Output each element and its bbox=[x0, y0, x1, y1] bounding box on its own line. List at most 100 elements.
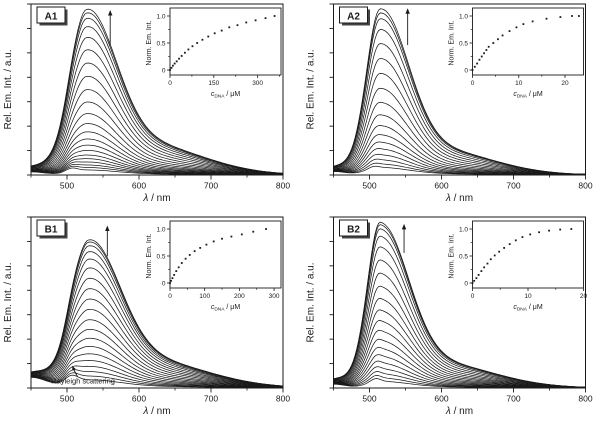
panel-label: A2 bbox=[347, 12, 360, 23]
x-axis-label: λ / nm bbox=[445, 406, 473, 417]
inset-y-axis-label: Norm. Em. Int. bbox=[449, 233, 456, 278]
inset-data-point bbox=[180, 55, 183, 57]
spectrum-curve bbox=[30, 36, 284, 174]
panel-label-box bbox=[36, 219, 66, 237]
inset-data-point bbox=[173, 274, 176, 276]
inset-data-point bbox=[205, 243, 208, 246]
x-tick-label: 800 bbox=[578, 181, 592, 191]
spectrum-curve bbox=[333, 141, 586, 175]
inset-data-point bbox=[501, 34, 504, 37]
inset-x-tick-label: 150 bbox=[208, 80, 219, 87]
inset-data-point bbox=[559, 16, 562, 18]
inset-data-point bbox=[193, 250, 196, 253]
main-plot-frame bbox=[30, 3, 284, 176]
spectrum-curve bbox=[30, 277, 284, 387]
inset-data-point bbox=[175, 60, 178, 63]
panel-label: B2 bbox=[347, 225, 360, 236]
inset-data-point bbox=[473, 279, 476, 282]
spectra-chart-B2: 500 600 700 800 λ / nm Rel. Em. Int. / a.u. B2… bbox=[306, 216, 593, 417]
inset-data-point bbox=[169, 282, 171, 284]
inset-data-point bbox=[508, 30, 511, 33]
inset-y-tick-label: 0 bbox=[162, 280, 166, 287]
inset-data-point bbox=[483, 52, 485, 55]
inset-data-point bbox=[172, 64, 174, 67]
x-tick-label: 600 bbox=[434, 181, 448, 191]
inset-data-point bbox=[480, 270, 483, 273]
inset-data-point bbox=[486, 262, 489, 265]
spectrum-curve bbox=[30, 329, 284, 388]
inset-data-point bbox=[265, 228, 267, 230]
annotation-text: Rayleigh scattering bbox=[51, 377, 115, 386]
inset-data-point bbox=[230, 235, 233, 238]
x-tick-label: 500 bbox=[60, 394, 74, 404]
inset-data-point bbox=[173, 62, 176, 65]
inset-x-tick-label: 300 bbox=[269, 293, 280, 300]
inset-x-tick-label: 10 bbox=[524, 293, 532, 300]
inset-data-point bbox=[471, 69, 474, 71]
inset-x-tick-label: 100 bbox=[199, 293, 210, 300]
panel-label-box bbox=[339, 6, 368, 24]
x-tick-label: 500 bbox=[362, 181, 376, 191]
inset-data-point bbox=[492, 42, 495, 44]
panel-label: A1 bbox=[45, 12, 58, 23]
inset-data-point bbox=[188, 254, 191, 256]
inset-data-point bbox=[252, 230, 255, 233]
inset-data-point bbox=[184, 257, 187, 260]
x-tick-label: 700 bbox=[204, 394, 218, 404]
inset-y-tick-label: 0.5 bbox=[459, 253, 468, 260]
inset-y-tick-label: 0 bbox=[464, 280, 468, 287]
inset-data-point bbox=[177, 266, 180, 269]
x-axis-label: λ / nm bbox=[142, 193, 170, 204]
spectrum-curve bbox=[30, 113, 283, 175]
panel-B1: 500 600 700 800 λ / nm Rel. Em. Int. / a.u. B1… bbox=[0, 213, 302, 427]
increase-arrow-head bbox=[405, 8, 410, 14]
inset-frame bbox=[472, 7, 584, 76]
inset-data-point bbox=[522, 23, 525, 25]
panel-label: B1 bbox=[45, 225, 58, 236]
inset-data-point bbox=[480, 55, 483, 58]
x-tick-label: 800 bbox=[276, 394, 290, 404]
inset-x-tick-label: 10 bbox=[515, 80, 523, 87]
x-tick-label: 800 bbox=[276, 181, 290, 191]
y-axis-label: Rel. Em. Int. / a.u. bbox=[3, 262, 14, 342]
increase-arrow-head bbox=[105, 225, 110, 232]
inset-data-point bbox=[170, 279, 172, 282]
inset-data-point bbox=[180, 262, 183, 264]
inset-data-point bbox=[187, 48, 190, 51]
inset-data-point bbox=[240, 233, 243, 236]
panel-B2: 500 600 700 800 λ / nm Rel. Em. Int. / a.u. B2… bbox=[302, 213, 605, 427]
inset-x-tick-label: 20 bbox=[580, 293, 588, 300]
inset-y-tick-label: 0.5 bbox=[459, 40, 468, 47]
inset-frame bbox=[472, 220, 584, 289]
inset-x-tick-label: 20 bbox=[561, 80, 569, 87]
main-plot-frame bbox=[333, 3, 586, 176]
inset-data-point bbox=[577, 15, 580, 17]
inset-data-point bbox=[485, 49, 488, 51]
spectrum-curve bbox=[30, 8, 284, 174]
inset-x-tick-label: 0 bbox=[168, 293, 172, 300]
inset-data-point bbox=[497, 38, 499, 41]
inset-data-point bbox=[476, 62, 479, 65]
inset-data-point bbox=[196, 42, 199, 44]
panel-label-box bbox=[36, 6, 66, 24]
inset-data-point bbox=[264, 17, 267, 20]
inset-y-axis-label: Norm. Em. Int. bbox=[146, 233, 153, 278]
inset-x-axis-label: cDNA / μM bbox=[211, 304, 241, 313]
inset-x-tick-label: 0 bbox=[471, 80, 475, 87]
inset-data-point bbox=[475, 277, 478, 280]
spectrum-curve bbox=[30, 62, 284, 175]
spectra-chart-A1: 500 600 700 800 λ / nm Rel. Em. Int. / a.u. A1… bbox=[3, 3, 290, 204]
inset-data-point bbox=[220, 29, 223, 32]
inset-data-point bbox=[201, 38, 204, 41]
spectrum-curve bbox=[333, 101, 586, 175]
inset-data-point bbox=[559, 228, 562, 231]
spectrum-curve bbox=[30, 258, 284, 387]
x-axis-label: λ / nm bbox=[142, 406, 170, 417]
spectrum-curve bbox=[30, 309, 284, 388]
spectrum-curve bbox=[30, 353, 283, 388]
inset-x-tick-label: 0 bbox=[471, 293, 475, 300]
annotation-arrow-head bbox=[72, 365, 76, 371]
inset-data-point bbox=[212, 240, 215, 243]
inset-x-axis-label: cDNA / μM bbox=[211, 91, 241, 100]
spectrum-curve bbox=[30, 319, 284, 388]
